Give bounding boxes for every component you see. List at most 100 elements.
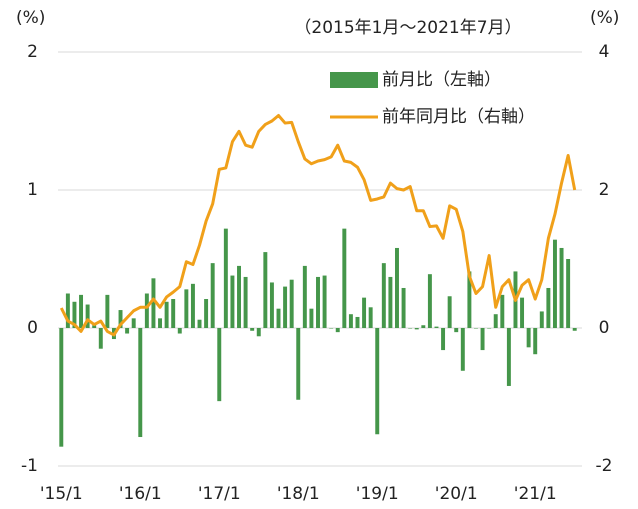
bar [92, 325, 97, 328]
bar [487, 328, 492, 329]
bar [381, 263, 386, 328]
bar [59, 328, 64, 447]
x-tick-label: '16/1 [119, 484, 162, 504]
bar [401, 287, 406, 328]
bar [427, 274, 432, 328]
y2-axis-unit: (%) [590, 8, 619, 28]
bar [263, 252, 268, 328]
y2-tick-label: 2 [599, 180, 610, 200]
bar [289, 279, 294, 328]
bar [296, 328, 301, 400]
bar [480, 328, 485, 351]
bar [171, 299, 176, 328]
bar [414, 328, 419, 330]
bar [329, 328, 334, 329]
bar [368, 307, 373, 328]
bar [355, 316, 360, 328]
bar [138, 328, 143, 438]
bar [493, 314, 498, 328]
legend-swatch [330, 72, 378, 88]
y-axis-unit: (%) [16, 8, 45, 28]
bar [210, 263, 215, 328]
y-tick-label: -1 [21, 456, 38, 476]
bar [454, 328, 459, 333]
bar [309, 308, 314, 328]
line [59, 113, 577, 337]
bar [467, 271, 472, 328]
bar [204, 299, 209, 328]
annotation: （2015年1月～2021年7月） [294, 18, 521, 38]
x-tick-label: '18/1 [277, 484, 320, 504]
x-tick-label: '17/1 [198, 484, 241, 504]
bar [395, 247, 399, 328]
bar [388, 276, 393, 328]
bar [362, 297, 367, 328]
bar [506, 328, 511, 386]
bar [375, 328, 380, 435]
bar [566, 259, 571, 328]
bar [65, 293, 70, 328]
bar [447, 296, 452, 328]
bar [98, 328, 103, 349]
y2-tick-label: 4 [599, 42, 610, 62]
x-tick-label: '20/1 [435, 484, 478, 504]
bar [322, 275, 327, 328]
y-tick-label: 2 [27, 42, 38, 62]
bar [118, 310, 123, 328]
bar [283, 286, 288, 328]
bar [190, 283, 195, 328]
bar [302, 265, 307, 328]
bar [546, 287, 551, 328]
y-tick-label: 1 [27, 180, 38, 200]
bar [276, 308, 281, 328]
bar [559, 247, 564, 328]
bar [197, 319, 202, 328]
legend-label: 前年同月比（右軸） [382, 107, 535, 127]
bar [105, 294, 110, 328]
bar [250, 328, 255, 331]
y-tick-label: 0 [27, 318, 38, 338]
bar [230, 275, 235, 328]
bar [144, 293, 149, 328]
bar [217, 328, 222, 402]
bar [533, 328, 538, 355]
bar [474, 328, 478, 329]
bar [85, 304, 90, 328]
bar [125, 328, 130, 334]
bar [421, 325, 426, 328]
bar [441, 328, 446, 351]
bar [177, 328, 182, 334]
bar [572, 328, 577, 331]
bar [539, 311, 544, 328]
bar [408, 328, 413, 329]
bar [348, 314, 353, 328]
x-tick-label: '19/1 [356, 484, 399, 504]
x-tick-label: '21/1 [514, 484, 557, 504]
bar [335, 328, 340, 333]
bar [79, 294, 84, 328]
bar [552, 239, 557, 328]
bar [460, 328, 465, 371]
bar [184, 289, 189, 328]
bar [151, 278, 156, 328]
y2-tick-label: 0 [599, 318, 610, 338]
bar [164, 301, 169, 328]
bar [237, 265, 241, 328]
legend-label: 前月比（左軸） [382, 70, 501, 90]
bar [223, 228, 228, 328]
bar [520, 297, 525, 328]
bar [269, 282, 274, 328]
bar [256, 328, 261, 337]
bar [131, 318, 136, 328]
bar [316, 276, 320, 328]
bar [342, 228, 347, 328]
bar [434, 326, 439, 328]
bar [526, 328, 531, 348]
bar [243, 276, 248, 328]
y2-tick-label: -2 [596, 456, 613, 476]
bar [72, 301, 77, 328]
bar [500, 294, 505, 328]
x-tick-label: '15/1 [40, 484, 83, 504]
bar [158, 318, 162, 328]
